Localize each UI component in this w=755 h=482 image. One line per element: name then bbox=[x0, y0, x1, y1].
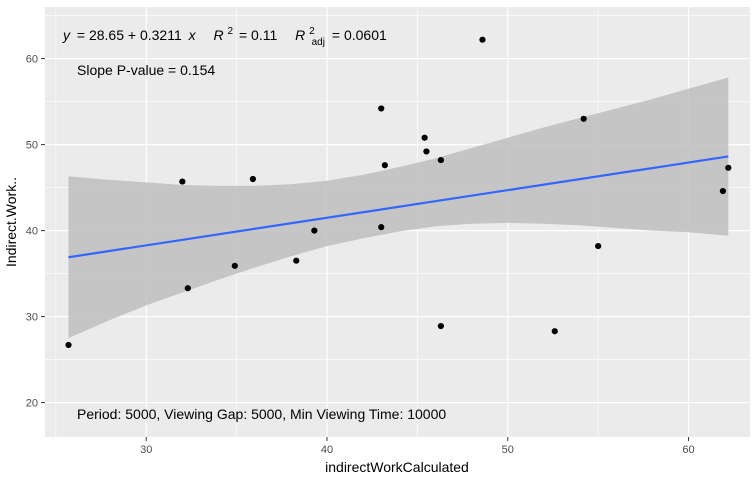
y-tick-label: 50 bbox=[26, 140, 38, 152]
data-point bbox=[311, 227, 318, 234]
y-tick-label: 40 bbox=[26, 226, 38, 238]
data-point bbox=[595, 242, 602, 250]
data-point bbox=[725, 164, 732, 171]
data-point bbox=[231, 262, 238, 269]
data-point bbox=[719, 187, 726, 195]
data-point bbox=[381, 162, 388, 169]
data-point bbox=[580, 115, 587, 122]
data-point bbox=[293, 257, 300, 264]
x-axis-ticks: 30 40 50 60 bbox=[140, 437, 695, 456]
data-point bbox=[184, 285, 191, 292]
footer-annotation: Period: 5000, Viewing Gap: 5000, Min Vie… bbox=[77, 406, 446, 422]
data-point bbox=[437, 322, 444, 330]
data-points bbox=[65, 36, 732, 349]
data-point bbox=[551, 328, 558, 335]
data-point bbox=[378, 105, 385, 112]
x-axis-title: indirectWorkCalculated bbox=[325, 459, 469, 475]
x-tick-label: 40 bbox=[321, 444, 333, 456]
data-point bbox=[421, 134, 428, 141]
data-point bbox=[423, 148, 430, 155]
data-point bbox=[378, 224, 385, 231]
y-tick-label: 30 bbox=[26, 312, 38, 324]
equation-annotation: y = 28.65 + 0.3211 x R 2 = 0.11 R 2 adj … bbox=[62, 21, 387, 48]
y-tick-label: 60 bbox=[26, 54, 38, 66]
x-tick-label: 50 bbox=[502, 444, 514, 456]
data-point bbox=[479, 36, 486, 43]
data-point bbox=[249, 175, 256, 183]
data-point bbox=[437, 156, 444, 164]
y-axis-title: Indirect.Work.. bbox=[3, 177, 19, 267]
x-tick-label: 60 bbox=[682, 444, 694, 456]
data-point bbox=[65, 341, 72, 349]
y-tick-label: 20 bbox=[26, 398, 38, 410]
x-tick-label: 30 bbox=[140, 444, 152, 456]
slope-p-annotation: Slope P-value = 0.154 bbox=[77, 62, 215, 78]
regression-line bbox=[68, 155, 729, 259]
y-axis-ticks: 20 30 40 50 60 bbox=[26, 54, 45, 410]
data-point bbox=[179, 178, 186, 185]
